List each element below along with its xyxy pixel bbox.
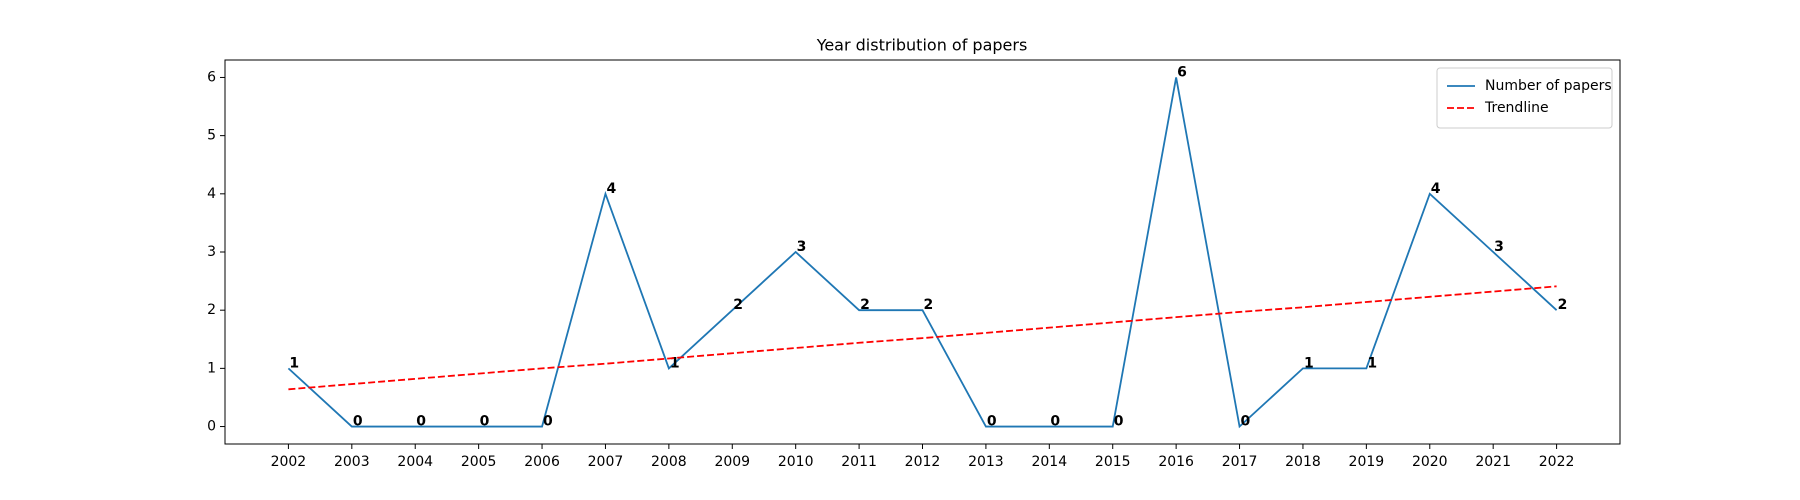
data-label: 3 — [797, 239, 807, 255]
x-tick-label: 2021 — [1475, 454, 1511, 470]
y-tick-label: 4 — [207, 186, 216, 202]
data-label: 0 — [1114, 414, 1124, 430]
x-tick-label: 2014 — [1031, 454, 1067, 470]
data-label: 1 — [1304, 355, 1314, 371]
data-label: 0 — [480, 414, 490, 430]
x-tick-label: 2018 — [1285, 454, 1321, 470]
x-tick-label: 2005 — [461, 454, 497, 470]
x-tick-label: 2017 — [1222, 454, 1258, 470]
x-tick-label: 2006 — [524, 454, 560, 470]
data-label: 0 — [353, 414, 363, 430]
data-label: 1 — [670, 355, 680, 371]
data-label: 2 — [1558, 297, 1568, 313]
data-label: 0 — [543, 414, 553, 430]
y-tick-label: 3 — [207, 244, 216, 260]
legend-box — [1436, 67, 1613, 129]
y-tick-label: 2 — [207, 302, 216, 318]
legend: Number of papers Trendline — [1436, 67, 1613, 129]
x-tick-label: 2010 — [778, 454, 814, 470]
x-tick-label: 2013 — [968, 454, 1004, 470]
series-line — [288, 285, 1557, 391]
x-tick-label: 2003 — [334, 454, 370, 470]
data-label: 3 — [1494, 239, 1504, 255]
series-line — [287, 77, 1558, 429]
legend-label: Trendline — [1484, 100, 1549, 116]
x-tick-label: 2016 — [1158, 454, 1194, 470]
data-label: 4 — [606, 181, 616, 197]
x-tick-label: 2020 — [1412, 454, 1448, 470]
x-tick-label: 2011 — [841, 454, 877, 470]
data-label: 0 — [416, 414, 426, 430]
y-tick-label: 1 — [207, 360, 216, 376]
data-label: 1 — [1367, 355, 1377, 371]
data-label: 2 — [733, 297, 743, 313]
x-tick-label: 2012 — [905, 454, 941, 470]
data-label: 1 — [289, 355, 299, 371]
data-label: 0 — [1241, 414, 1251, 430]
x-tick-label: 2022 — [1539, 454, 1575, 470]
y-tick-label: 0 — [207, 419, 216, 435]
data-label: 0 — [1050, 414, 1060, 430]
y-tick-label: 6 — [207, 69, 216, 85]
x-tick-label: 2019 — [1349, 454, 1385, 470]
x-tick-label: 2008 — [651, 454, 687, 470]
x-tick-label: 2007 — [588, 454, 624, 470]
x-tick-label: 2015 — [1095, 454, 1131, 470]
x-tick-label: 2004 — [397, 454, 433, 470]
plot-frame — [224, 59, 1621, 445]
chart-title: Year distribution of papers — [816, 36, 1028, 55]
data-label: 4 — [1431, 181, 1441, 197]
data-label: 0 — [987, 414, 997, 430]
x-tick-label: 2002 — [271, 454, 307, 470]
data-label: 2 — [860, 297, 870, 313]
data-label: 2 — [924, 297, 934, 313]
y-tick-label: 5 — [207, 128, 216, 144]
data-label: 6 — [1177, 64, 1187, 80]
x-tick-label: 2009 — [714, 454, 750, 470]
legend-label: Number of papers — [1485, 78, 1612, 94]
